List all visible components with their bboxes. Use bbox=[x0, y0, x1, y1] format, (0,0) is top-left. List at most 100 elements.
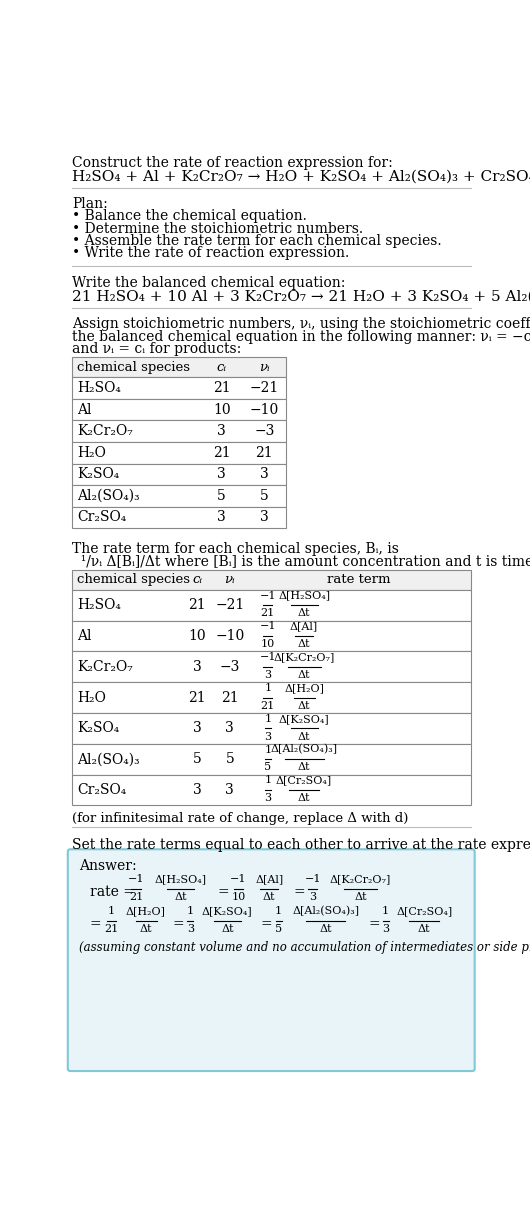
Text: Δ[Cr₂SO₄]: Δ[Cr₂SO₄] bbox=[276, 775, 332, 785]
Text: K₂Cr₂O₇: K₂Cr₂O₇ bbox=[77, 660, 133, 674]
Bar bbox=[73, 651, 471, 683]
Text: K₂SO₄: K₂SO₄ bbox=[77, 467, 119, 481]
Text: 3: 3 bbox=[217, 425, 226, 438]
Text: 10: 10 bbox=[188, 630, 206, 643]
Text: 3: 3 bbox=[193, 660, 201, 674]
Text: H₂SO₄: H₂SO₄ bbox=[77, 381, 121, 396]
Text: Cr₂SO₄: Cr₂SO₄ bbox=[77, 783, 126, 797]
Bar bbox=[73, 683, 471, 713]
Text: Construct the rate of reaction expression for:: Construct the rate of reaction expressio… bbox=[73, 156, 393, 170]
Text: νᵢ: νᵢ bbox=[259, 361, 270, 374]
Text: Al₂(SO₄)₃: Al₂(SO₄)₃ bbox=[77, 753, 140, 766]
Text: Δ[K₂Cr₂O₇]: Δ[K₂Cr₂O₇] bbox=[273, 652, 335, 662]
Text: ¹/νᵢ Δ[Bᵢ]/Δt where [Bᵢ] is the amount concentration and t is time:: ¹/νᵢ Δ[Bᵢ]/Δt where [Bᵢ] is the amount c… bbox=[73, 555, 530, 568]
Text: 1: 1 bbox=[275, 907, 282, 917]
Text: Δt: Δt bbox=[298, 762, 311, 773]
Text: 3: 3 bbox=[225, 721, 234, 736]
Text: Δt: Δt bbox=[298, 671, 311, 680]
Text: 1: 1 bbox=[264, 775, 271, 785]
Text: 5: 5 bbox=[217, 488, 226, 503]
Text: 1: 1 bbox=[108, 907, 115, 917]
Text: • Determine the stoichiometric numbers.: • Determine the stoichiometric numbers. bbox=[73, 222, 364, 235]
Text: =: = bbox=[172, 917, 184, 931]
Text: −1: −1 bbox=[230, 874, 246, 884]
Text: the balanced chemical equation in the following manner: νᵢ = −cᵢ for reactants: the balanced chemical equation in the fo… bbox=[73, 329, 530, 344]
Text: 5: 5 bbox=[193, 753, 201, 766]
Text: 3: 3 bbox=[193, 721, 201, 736]
Text: 3: 3 bbox=[225, 783, 234, 797]
Bar bbox=[73, 421, 286, 441]
Text: Δ[H₂O]: Δ[H₂O] bbox=[284, 683, 324, 693]
Bar bbox=[73, 713, 471, 744]
Text: Δ[H₂O]: Δ[H₂O] bbox=[126, 907, 166, 917]
Text: H₂SO₄ + Al + K₂Cr₂O₇ → H₂O + K₂SO₄ + Al₂(SO₄)₃ + Cr₂SO₄: H₂SO₄ + Al + K₂Cr₂O₇ → H₂O + K₂SO₄ + Al₂… bbox=[73, 169, 530, 183]
Text: 3: 3 bbox=[264, 794, 271, 803]
Text: Δ[Al]: Δ[Al] bbox=[290, 621, 319, 632]
Text: Δt: Δt bbox=[298, 609, 311, 619]
Text: 21: 21 bbox=[261, 609, 275, 619]
Text: =: = bbox=[293, 885, 305, 898]
Text: and νᵢ = cᵢ for products:: and νᵢ = cᵢ for products: bbox=[73, 341, 242, 356]
Text: −10: −10 bbox=[250, 403, 279, 416]
Text: cᵢ: cᵢ bbox=[192, 573, 202, 586]
Text: 5: 5 bbox=[275, 924, 282, 935]
Bar bbox=[73, 590, 471, 621]
Bar bbox=[73, 463, 286, 485]
Text: =: = bbox=[260, 917, 271, 931]
Bar bbox=[73, 485, 286, 507]
Text: H₂O: H₂O bbox=[77, 446, 106, 459]
Text: Al₂(SO₄)₃: Al₂(SO₄)₃ bbox=[77, 488, 140, 503]
Text: H₂O: H₂O bbox=[77, 691, 106, 704]
Text: rate =: rate = bbox=[90, 885, 135, 898]
Text: Δt: Δt bbox=[140, 924, 152, 935]
Bar bbox=[73, 399, 286, 421]
Text: 3: 3 bbox=[187, 924, 194, 935]
Text: (assuming constant volume and no accumulation of intermediates or side products): (assuming constant volume and no accumul… bbox=[78, 941, 530, 954]
Text: Assign stoichiometric numbers, νᵢ, using the stoichiometric coefficients, cᵢ, fr: Assign stoichiometric numbers, νᵢ, using… bbox=[73, 317, 530, 332]
Text: 21: 21 bbox=[213, 446, 231, 459]
Text: 5: 5 bbox=[225, 753, 234, 766]
Text: 5: 5 bbox=[260, 488, 269, 503]
Text: rate term: rate term bbox=[326, 573, 390, 586]
Bar bbox=[73, 441, 286, 463]
Text: 21: 21 bbox=[129, 892, 143, 902]
Bar bbox=[73, 744, 471, 774]
Text: (for infinitesimal rate of change, replace Δ with d): (for infinitesimal rate of change, repla… bbox=[73, 812, 409, 825]
Text: −1: −1 bbox=[260, 591, 276, 601]
Text: chemical species: chemical species bbox=[77, 361, 190, 374]
Bar bbox=[73, 507, 286, 528]
Text: Δt: Δt bbox=[355, 892, 367, 902]
Text: 10: 10 bbox=[261, 639, 275, 649]
Text: Δ[Al₂(SO₄)₃]: Δ[Al₂(SO₄)₃] bbox=[271, 744, 338, 755]
Text: Answer:: Answer: bbox=[78, 860, 136, 873]
Text: 3: 3 bbox=[217, 510, 226, 525]
Text: Δt: Δt bbox=[298, 794, 311, 803]
Text: K₂SO₄: K₂SO₄ bbox=[77, 721, 119, 736]
Text: Al: Al bbox=[77, 630, 92, 643]
Text: −3: −3 bbox=[254, 425, 275, 438]
Text: Cr₂SO₄: Cr₂SO₄ bbox=[77, 510, 126, 525]
Text: −21: −21 bbox=[250, 381, 279, 396]
Text: =: = bbox=[368, 917, 380, 931]
Text: 3: 3 bbox=[382, 924, 389, 935]
Bar bbox=[73, 357, 286, 377]
Bar bbox=[73, 774, 471, 806]
Text: Δ[H₂SO₄]: Δ[H₂SO₄] bbox=[278, 591, 330, 601]
Text: 1: 1 bbox=[187, 907, 194, 917]
Text: cᵢ: cᵢ bbox=[217, 361, 227, 374]
Text: 1: 1 bbox=[264, 683, 271, 693]
Text: −1: −1 bbox=[260, 652, 276, 662]
Text: Δt: Δt bbox=[175, 892, 187, 902]
Text: Δ[Al]: Δ[Al] bbox=[255, 874, 284, 884]
Text: Δt: Δt bbox=[418, 924, 430, 935]
Text: Δ[K₂SO₄]: Δ[K₂SO₄] bbox=[202, 907, 253, 917]
Text: 3: 3 bbox=[217, 467, 226, 481]
Text: 21: 21 bbox=[261, 701, 275, 710]
Text: −1: −1 bbox=[260, 621, 276, 632]
Text: H₂SO₄: H₂SO₄ bbox=[77, 598, 121, 613]
Text: Al: Al bbox=[77, 403, 92, 416]
Text: 1: 1 bbox=[264, 714, 271, 724]
Text: Δt: Δt bbox=[320, 924, 332, 935]
FancyBboxPatch shape bbox=[68, 849, 475, 1071]
Text: −3: −3 bbox=[219, 660, 240, 674]
